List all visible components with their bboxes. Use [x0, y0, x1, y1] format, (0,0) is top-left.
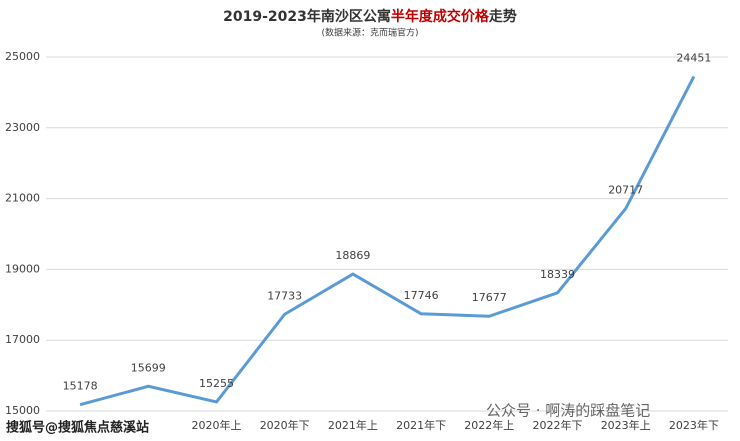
y-tick-label: 25000: [5, 50, 40, 63]
watermark: 搜狐号@搜狐焦点慈溪站: [6, 420, 149, 436]
y-tick-label: 17000: [5, 333, 40, 346]
x-tick-label: 2021年下: [396, 418, 446, 432]
title-part: 走势: [489, 8, 517, 25]
data-label: 20717: [608, 184, 643, 197]
x-tick-label: 2020年下: [260, 418, 310, 432]
data-label: 15699: [131, 361, 166, 374]
data-label: 17746: [404, 289, 439, 302]
x-tick-label: 2020年上: [192, 418, 242, 432]
data-label: 18339: [540, 268, 575, 281]
data-line: [79, 75, 696, 407]
x-tick-label: 2022年下: [533, 418, 583, 432]
y-tick-label: 21000: [5, 192, 40, 205]
title-part: 2019-2023年南沙区公寓: [223, 8, 391, 25]
title-part: 半年度成交价格: [391, 8, 490, 25]
data-label: 24451: [676, 51, 711, 64]
y-tick-label: 23000: [5, 121, 40, 134]
data-label: 18869: [335, 249, 370, 262]
x-tick-label: 2023年下: [669, 418, 719, 432]
x-tick-label: 2022年上: [464, 418, 514, 432]
chart-title: 2019-2023年南沙区公寓半年度成交价格走势: [223, 8, 517, 25]
data-label: 17677: [472, 291, 507, 304]
data-label: 17733: [267, 289, 302, 302]
watermark: 公众号 · 啊涛的踩盘笔记: [486, 402, 650, 420]
data-label: 15178: [63, 380, 98, 393]
data-label: 15255: [199, 377, 234, 390]
y-tick-label: 15000: [5, 404, 40, 417]
y-tick-label: 19000: [5, 262, 40, 275]
x-tick-label: 2023年上: [601, 418, 651, 432]
x-tick-label: 2021年上: [328, 418, 378, 432]
chart-subtitle: (数据来源：克而瑞官方): [321, 27, 418, 39]
